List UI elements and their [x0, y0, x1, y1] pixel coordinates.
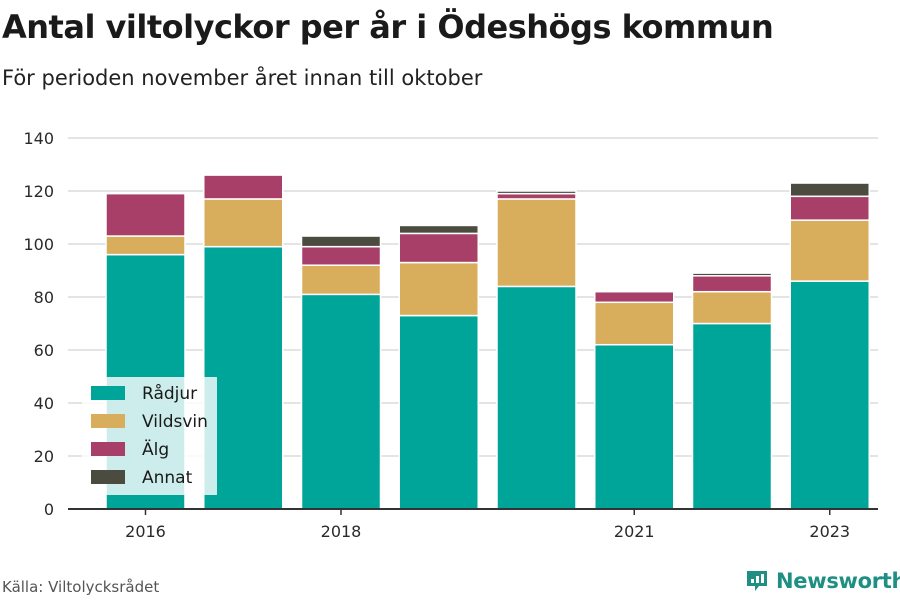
bar-segment-rådjur[interactable] — [789, 280, 870, 510]
bar-segment-rådjur[interactable] — [496, 285, 577, 510]
y-tick-label: 120 — [23, 182, 54, 201]
legend-swatch — [91, 386, 125, 400]
source-note: Källa: Viltolycksrådet — [2, 578, 160, 596]
legend-label: Älg — [142, 439, 169, 460]
bar-segment-älg[interactable] — [398, 232, 479, 264]
y-tick-label: 140 — [23, 129, 54, 148]
newsworthy-logo-icon — [747, 571, 767, 591]
chart-title: Antal viltolyckor per år i Ödeshögs komm… — [2, 8, 774, 46]
legend-label: Vildsvin — [142, 412, 208, 432]
legend-swatch — [91, 414, 125, 428]
bar-segment-älg[interactable] — [105, 192, 186, 237]
legend-swatch — [91, 470, 125, 484]
bar-segment-annat[interactable] — [398, 224, 479, 235]
bar-segment-vildsvin[interactable] — [203, 198, 284, 248]
bar-segment-älg[interactable] — [496, 192, 577, 200]
bar-segment-rådjur[interactable] — [398, 314, 479, 510]
y-tick-label: 100 — [23, 235, 54, 254]
bar-segment-vildsvin[interactable] — [105, 235, 186, 256]
y-tick-label: 40 — [34, 394, 54, 413]
x-axis-ticks: 2016 2018 2021 2023 — [125, 509, 850, 541]
bar-segment-älg[interactable] — [594, 290, 675, 304]
x-tick-label: 2018 — [321, 522, 362, 541]
bar-segment-rådjur[interactable] — [691, 322, 773, 510]
bar-segment-rådjur[interactable] — [594, 343, 675, 510]
legend-label: Rådjur — [142, 383, 197, 404]
y-tick-label: 80 — [34, 288, 54, 307]
brand-name: Newsworthy — [776, 569, 900, 593]
bar-segment-älg[interactable] — [789, 195, 870, 221]
legend: Rådjur Vildsvin Älg Annat — [82, 377, 217, 495]
x-tick-label: 2023 — [809, 522, 850, 541]
bar-segment-vildsvin[interactable] — [300, 264, 382, 296]
bar-segment-annat[interactable] — [300, 235, 382, 248]
x-tick-label: 2021 — [614, 522, 655, 541]
bar-segment-vildsvin[interactable] — [496, 198, 577, 288]
bar-segment-vildsvin[interactable] — [691, 290, 773, 325]
bar-segment-rådjur[interactable] — [300, 293, 382, 510]
legend-label: Annat — [142, 468, 193, 488]
bar-segment-vildsvin[interactable] — [789, 219, 870, 282]
y-tick-label: 20 — [34, 447, 54, 466]
x-tick-label: 2016 — [125, 522, 166, 541]
bar-segment-älg[interactable] — [691, 275, 773, 293]
legend-swatch — [91, 442, 125, 456]
bar-segment-vildsvin[interactable] — [398, 261, 479, 317]
chart-subtitle: För perioden november året innan till ok… — [2, 66, 483, 90]
bar-segment-älg[interactable] — [203, 174, 284, 200]
bar-segment-annat[interactable] — [496, 190, 577, 195]
bar-segment-vildsvin[interactable] — [594, 301, 675, 346]
bar-segment-annat[interactable] — [691, 272, 773, 277]
bar-segment-annat[interactable] — [789, 182, 870, 198]
y-tick-label: 60 — [34, 341, 54, 360]
bar-segment-älg[interactable] — [300, 245, 382, 266]
brand-logo[interactable]: Newsworthy — [744, 568, 900, 594]
y-axis-ticks: 0 20 40 60 80 100 120 140 — [23, 129, 54, 519]
y-tick-label: 0 — [44, 500, 54, 519]
